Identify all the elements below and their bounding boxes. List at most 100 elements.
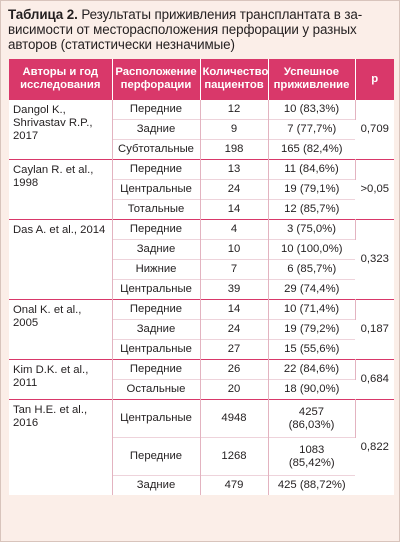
success-cell: 29 (74,4%) [268,279,355,300]
success-cell: 18 (90,0%) [268,379,355,400]
location-cell: Центральные [112,339,201,360]
table-header: Авторы и год исследования Расположение пер… [9,59,394,100]
location-cell: Субтотальные [112,139,201,160]
author-cell: Das A. et al., 2014 [9,219,113,300]
success-cell: 10 (100,0%) [268,239,355,260]
success-cell: 425 (88,72%) [268,475,355,495]
location-cell: Задние [112,119,201,140]
p-value-cell: 0,822 [355,399,394,495]
author-line: Das A. et al., 2014 [13,224,106,236]
table-row: Нижние 7 6 (85,7%) [9,259,394,280]
success-line: 18 (90,0%) [284,383,340,395]
location-cell: Нижние [112,259,201,280]
success-cell: 6 (85,7%) [268,259,355,280]
table-row: Центральные 27 15 (55,6%) [9,339,394,360]
author-cell: Tan H.E. et al., 2016 [9,399,113,495]
p-value-cell: 0,709 [355,99,394,160]
patients-cell: 27 [200,339,269,360]
caption-line-2: висимости от месторасположения перфораци… [8,22,357,37]
author-cell: Onal K. et al., 2005 [9,299,113,360]
patients-cell: 12 [200,99,269,120]
location-cell: Центральные [112,279,201,300]
success-line: 22 (84,6%) [283,363,340,375]
success-cell: 7 (77,7%) [268,119,355,140]
patients-cell: 9 [200,119,269,140]
location-cell: Задние [112,239,201,260]
table-row: Dangol K., Shrivastav R.P., 2017 Передние 12… [9,99,394,160]
caption-line-1: Результаты приживления трансплантата в з… [77,7,363,22]
success-line: 4257 [298,405,325,418]
patients-cell: 14 [200,299,269,320]
location-cell: Тотальные [112,199,201,220]
author-line: 1998 [13,177,39,189]
table-row: Das A. et al., 2014 Передние 4 3 (75,0%) 0,3… [9,219,394,300]
patients-cell: 13 [200,159,269,180]
table-row: Caylan R. et al., 1998 Передние 13 11 (84,6%… [9,159,394,220]
success-cell: 22 (84,6%) [268,359,356,380]
location-cell: Передние [112,159,201,180]
location-cell: Задние [112,319,201,340]
author-line: Kim D.K. et al., [13,364,89,376]
success-line: 10 (71,4%) [283,303,340,315]
location-cell: Задние [112,475,201,495]
patients-cell: 1268 [200,437,269,476]
author-line: 2011 [13,377,38,389]
success-cell: 11 (84,6%) [268,159,356,180]
patients-cell: 10 [200,239,269,260]
patients-cell: 4 [200,219,269,240]
table-row: Задние 24 19 (79,2%) [9,319,394,340]
patients-cell: 24 [200,319,269,340]
success-cell: 3 (75,0%) [268,219,356,240]
success-line: (85,42%) [288,456,335,469]
table-row: Тотальные 14 12 (85,7%) [9,199,394,220]
table-row: Задние 10 10 (100,0%) [9,239,394,260]
success-line: 425 (88,72%) [277,479,346,491]
success-cell: 19 (79,1%) [268,179,355,200]
author-line: 2005 [13,317,39,329]
patients-cell: 14 [200,199,269,220]
table-row: Tan H.E. et al., 2016 Центральные 4948 4257(… [9,399,394,495]
success-line: 15 (55,6%) [284,343,340,355]
location-cell: Передние [112,299,201,320]
success-line: 29 (74,4%) [284,283,340,295]
table-caption: Таблица 2. Результаты приживления трансп… [8,7,396,52]
success-line: 11 (84,6%) [284,163,339,175]
location-cell: Центральные [112,399,201,438]
p-value-cell: 0,323 [355,219,394,300]
success-cell: 4257 (86,03%) [268,399,356,438]
success-line: 12 (85,7%) [284,203,340,215]
table-row: Субтотальные 198 165 (82,4%) [9,139,394,160]
location-cell: Передние [112,359,201,380]
author-line: Shrivastav R.P., [13,117,93,129]
p-value-cell: >0,05 [355,159,394,220]
table-row: Onal K. et al., 2005 Передние 14 10 (71,4%) 0… [9,299,394,360]
success-line: 1083 [299,443,325,456]
success-cell: 10 (83,3%) [268,99,356,120]
success-cell: 15 (55,6%) [268,339,355,360]
success-line: 19 (79,2%) [284,323,340,335]
caption-label: Таблица 2. [8,7,78,22]
patients-cell: 24 [200,179,269,200]
author-cell: Dangol K., Shrivastav R.P., 2017 [9,99,113,160]
success-cell: 165 (82,4%) [268,139,355,160]
patients-cell: 20 [200,379,269,400]
location-cell: Передние [112,437,201,476]
patients-cell: 479 [200,475,269,495]
header-location: Расположение перфорации [112,59,201,100]
location-cell: Передние [112,99,201,120]
p-value-cell: 0,684 [355,359,394,400]
caption-line-3: авторов (статистически незначимые) [8,37,235,52]
location-cell: Центральные [112,179,201,200]
success-line: 165 (82,4%) [280,143,343,155]
success-cell: 10 (71,4%) [268,299,356,320]
table-row: Остальные 20 18 (90,0%) [9,379,394,400]
table-body: Dangol K., Shrivastav R.P., 2017 Передние 12… [9,99,394,495]
header-patients: Количество пациентов [200,59,269,100]
patients-cell: 26 [200,359,269,380]
table-row: Задние 9 7 (77,7%) [9,119,394,140]
success-line: 3 (75,0%) [287,223,336,235]
author-line: Onal K. et al., [13,304,82,316]
location-cell: Передние [112,219,201,240]
success-cell: 12 (85,7%) [268,199,355,220]
